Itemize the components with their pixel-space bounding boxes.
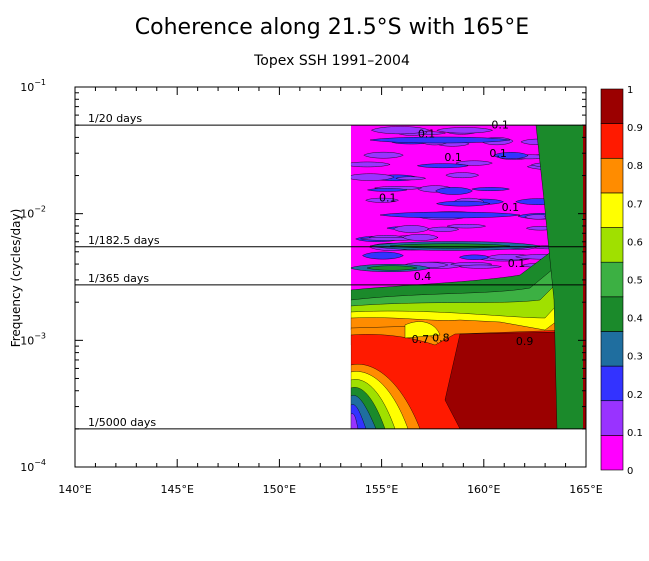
colorbar-label: 0.1 [627,428,643,439]
plot-frame [74,86,587,468]
contour-label: 0.1 [508,257,526,270]
contour-band [379,211,521,219]
contour-band [366,188,408,192]
colorbar-swatch [600,365,624,402]
colorbar-label: 0.6 [627,237,643,248]
y-tick-label: 10−4 [20,458,46,474]
contour-band [446,224,487,229]
contour-label: 0.1 [444,151,462,164]
contour-label: 0.1 [489,147,507,160]
contour-band [350,161,391,168]
colorbar: 0 0.1 0.2 0.3 0.4 0.5 0.6 0.7 0.8 0.9 1 [600,85,643,477]
y-tick-label: 10−1 [20,78,46,94]
colorbar-label: 0.3 [627,352,643,363]
colorbar-swatch [600,88,624,124]
colorbar-label: 0.2 [627,390,643,401]
contour-band [363,151,404,159]
contour-band [435,187,473,195]
contour-band [493,152,529,159]
contour-band [416,163,469,169]
colorbar-swatch [600,227,624,263]
contour-band [436,127,494,134]
colorbar-label: 0.7 [627,199,643,210]
contour-band [369,136,511,144]
y-tick-label: 10−3 [20,331,46,347]
coherence-field [350,125,586,429]
contour-label: 0.8 [432,331,450,344]
contour-band [395,176,427,181]
colorbar-label: 0.4 [627,314,643,325]
colorbar-swatch [600,331,624,367]
chart-subtitle: Topex SSH 1991–2004 [253,53,410,69]
contour-band [471,187,511,191]
contour-labels: 0.10.10.1 0.10.10.10.10.40.7 0.8 0.9 [379,119,533,348]
reference-line-label: 1/365 days [88,272,149,285]
contour-band [350,413,359,429]
x-tick-label: 140°E [58,483,91,496]
contour-label: 0.7 [412,333,430,346]
contour-band [404,321,441,339]
contour-band [583,125,586,429]
axes: 140°E 145°E 150°E 155°E 160°E 165°E 10−1 10−2 10… [20,78,603,496]
contour-label: 0.4 [414,270,432,283]
contour-band [365,197,399,203]
contour-band [370,126,430,135]
contour-band [445,172,480,179]
contour-band [535,125,586,429]
colorbar-label: 1 [627,85,633,96]
x-tick-label: 150°E [263,483,296,496]
contour-band [350,173,395,181]
colorbar-swatch [600,435,624,471]
contour-band [402,234,439,241]
reference-line-label: 1/182.5 days [88,234,160,247]
colorbar-label: 0.8 [627,161,643,172]
y-tick-label: 10−2 [20,205,46,221]
colorbar-label: 0.9 [627,123,643,134]
colorbar-swatch [600,123,624,159]
x-tick-label: 160°E [467,483,500,496]
colorbar-swatch [600,400,624,436]
contour-band [458,254,490,260]
contour-band [362,251,404,260]
colorbar-swatch [600,157,624,194]
x-tick-label: 145°E [160,483,193,496]
reference-line-label: 1/5000 days [88,416,156,429]
contour-label: 0.1 [418,127,436,140]
contour-band [435,200,491,207]
colorbar-swatch [600,261,624,298]
contour-label: 0.1 [502,201,520,214]
contour-label: 0.1 [379,191,397,204]
x-tick-label: 165°E [569,483,602,496]
y-axis-label: Frequency (cycles/day) [9,209,23,348]
contour-band [389,243,511,249]
colorbar-swatch [600,296,624,332]
contour-band [393,225,430,233]
colorbar-label: 0 [627,466,633,477]
x-tick-label: 155°E [365,483,398,496]
colorbar-swatch [600,192,624,228]
reference-line-label: 1/20 days [88,112,142,125]
chart-title: Coherence along 21.5°S with 165°E [135,15,529,40]
contour-band [427,226,460,232]
contour-band [458,264,503,269]
colorbar-label: 0.5 [627,276,643,287]
contour-label: 0.9 [516,335,534,348]
contour-band [366,265,418,271]
period-reference-lines: 1/20 days 1/182.5 days 1/365 days 1/5000 da… [75,112,586,430]
